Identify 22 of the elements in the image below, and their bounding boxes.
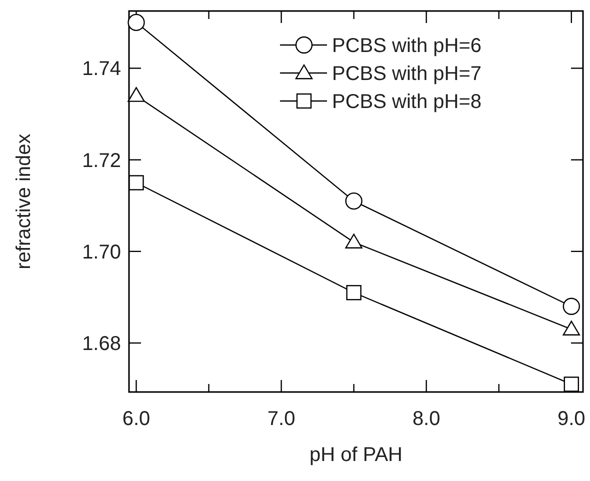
point (345, 192, 362, 210)
y-tick-label: 1.68 (82, 333, 121, 355)
point (345, 234, 362, 248)
x-axis-title: pH of PAH (310, 444, 402, 466)
y-tick-label: 1.72 (82, 150, 121, 172)
legend-label: PCBS with pH=6 (332, 35, 482, 57)
point (128, 175, 144, 190)
point (128, 14, 145, 32)
point (564, 376, 579, 392)
y-tick-label: 1.74 (82, 58, 121, 80)
point (346, 285, 362, 300)
y-axis-title: refractive index (13, 134, 35, 270)
point (562, 320, 580, 336)
legend-label: PCBS with pH=7 (332, 63, 482, 85)
legend-label: PCBS with pH=8 (332, 91, 482, 113)
point (562, 298, 580, 315)
x-tick-label: 9.0 (557, 408, 586, 430)
x-tick-label: 8.0 (412, 408, 440, 430)
point (128, 87, 145, 102)
x-tick-label: 6.0 (122, 408, 150, 430)
x-tick-label: 7.0 (267, 408, 296, 430)
y-tick-label: 1.70 (82, 241, 121, 264)
